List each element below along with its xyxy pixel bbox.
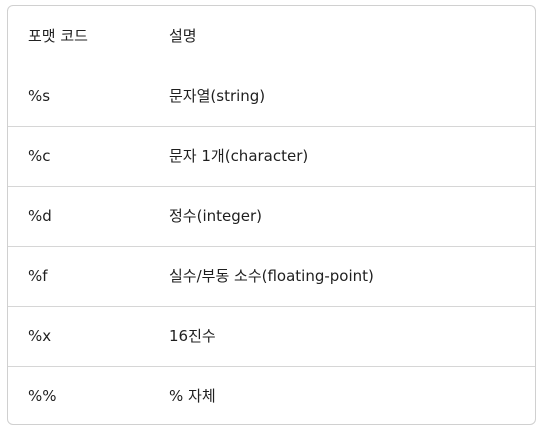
- format-code-cell: %s: [28, 86, 51, 105]
- table-body: %s 문자열(string) %c 문자 1개(character) %d 정수…: [8, 66, 535, 424]
- table-row: %x 16진수: [8, 305, 535, 366]
- description-cell: % 자체: [149, 365, 535, 424]
- header-description: 설명: [169, 27, 197, 45]
- format-code-table: 포맷 코드 설명 %s 문자열(string) %c 문자 1개(charact…: [7, 5, 536, 425]
- table-header: 포맷 코드 설명: [8, 6, 535, 66]
- description-cell: 문자 1개(character): [149, 125, 535, 186]
- format-code-cell: %c: [8, 125, 149, 186]
- format-code-cell: %d: [8, 185, 149, 246]
- table-row: %% % 자체: [8, 365, 535, 424]
- table-row: %s 문자열(string): [8, 66, 535, 126]
- format-code-cell: %x: [8, 305, 149, 366]
- header-row: 포맷 코드 설명: [8, 6, 535, 66]
- description-cell: 정수(integer): [149, 185, 535, 246]
- header-format-code: 포맷 코드: [28, 27, 88, 45]
- format-code-table-grid: 포맷 코드 설명 %s 문자열(string) %c 문자 1개(charact…: [8, 6, 535, 424]
- format-code-cell: %%: [8, 365, 149, 424]
- description-cell: 16진수: [149, 305, 535, 366]
- table-row: %f 실수/부동 소수(floating-point): [8, 245, 535, 306]
- format-code-cell: %f: [8, 245, 149, 306]
- description-cell: 문자열(string): [169, 86, 266, 105]
- table-row: %c 문자 1개(character): [8, 125, 535, 186]
- table-row: %d 정수(integer): [8, 185, 535, 246]
- description-cell: 실수/부동 소수(floating-point): [149, 245, 535, 306]
